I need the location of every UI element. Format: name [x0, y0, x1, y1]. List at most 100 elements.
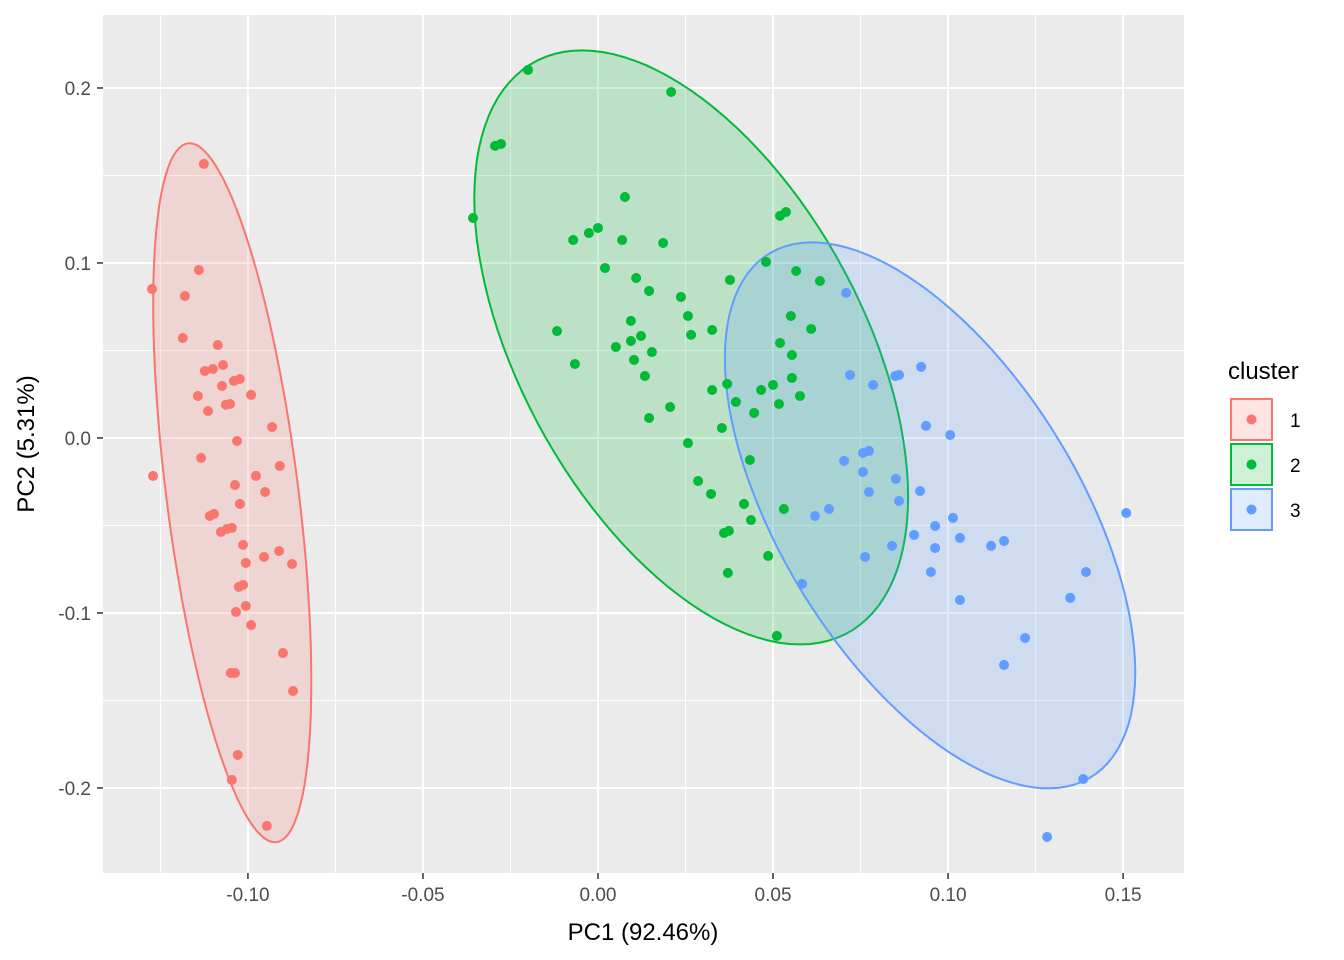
point-cluster-2 [806, 323, 817, 334]
point-cluster-3 [841, 287, 852, 298]
point-cluster-2 [749, 407, 760, 418]
point-cluster-2 [675, 291, 686, 302]
grid-lines [103, 15, 1184, 873]
point-cluster-1 [198, 158, 209, 169]
point-cluster-3 [857, 466, 868, 477]
point-cluster-3 [986, 540, 997, 551]
point-cluster-2 [786, 350, 797, 361]
point-cluster-3 [1121, 508, 1132, 519]
point-cluster-2 [724, 274, 735, 285]
point-cluster-2 [778, 504, 789, 515]
point-cluster-1 [287, 558, 298, 569]
point-cluster-1 [193, 264, 204, 275]
point-cluster-2 [786, 372, 797, 383]
x-tick-label: 0.15 [1105, 885, 1142, 906]
legend-label-3: 3 [1290, 501, 1301, 522]
legend-point-3 [1246, 504, 1257, 515]
legend-title: cluster [1228, 358, 1299, 385]
point-cluster-1 [226, 774, 237, 785]
point-cluster-3 [945, 429, 956, 440]
y-axis-ticks: -0.2 -0.1 0.0 0.1 0.2 [58, 79, 103, 800]
point-cluster-2 [773, 399, 784, 410]
x-tick-label: 0.05 [755, 885, 792, 906]
y-axis-title: PC2 (5.31%) [13, 375, 40, 512]
point-cluster-1 [288, 686, 299, 697]
point-cluster-1 [277, 648, 288, 659]
x-tick-label: -0.10 [226, 885, 269, 906]
point-cluster-2 [738, 498, 749, 509]
point-cluster-2 [552, 326, 563, 337]
point-cluster-3 [1020, 632, 1031, 643]
point-cluster-2 [646, 347, 657, 358]
point-cluster-1 [148, 470, 159, 481]
point-cluster-3 [1042, 831, 1053, 842]
point-cluster-2 [610, 341, 621, 352]
point-cluster-1 [260, 487, 271, 498]
point-cluster-2 [599, 263, 610, 274]
point-cluster-3 [1078, 774, 1089, 785]
point-cluster-2 [629, 354, 640, 365]
point-cluster-2 [768, 379, 779, 390]
y-tick-label: -0.2 [58, 779, 91, 800]
point-cluster-2 [722, 567, 733, 578]
point-cluster-2 [771, 630, 782, 641]
point-cluster-1 [250, 470, 261, 481]
point-cluster-1 [240, 557, 251, 568]
point-cluster-2 [756, 385, 767, 396]
point-cluster-1 [199, 365, 210, 376]
point-cluster-3 [887, 540, 898, 551]
point-cluster-1 [225, 667, 236, 678]
point-cluster-1 [238, 539, 249, 550]
point-cluster-3 [1065, 592, 1076, 603]
ellipse-cluster-1 [152, 142, 313, 844]
point-cluster-1 [231, 606, 242, 617]
cluster-ellipses [152, 49, 1137, 844]
point-cluster-1 [218, 359, 229, 370]
y-tick-label: 0.0 [65, 429, 91, 450]
point-cluster-2 [592, 222, 603, 233]
point-cluster-1 [274, 546, 285, 557]
x-axis-ticks: -0.10 -0.05 0.00 0.05 0.10 0.15 [226, 873, 1142, 906]
point-cluster-2 [625, 315, 636, 326]
point-cluster-3 [857, 448, 868, 459]
point-cluster-2 [569, 358, 580, 369]
point-cluster-2 [522, 64, 533, 75]
point-cluster-3 [1080, 567, 1091, 578]
point-cluster-2 [686, 329, 697, 340]
point-cluster-1 [267, 421, 278, 432]
point-cluster-2 [644, 285, 655, 296]
point-cluster-2 [775, 210, 786, 221]
point-cluster-1 [207, 364, 218, 375]
point-cluster-1 [229, 480, 240, 491]
point-cluster-3 [894, 369, 905, 380]
point-cluster-2 [763, 550, 774, 561]
legend-point-2 [1246, 459, 1257, 470]
point-cluster-3 [868, 379, 879, 390]
x-tick-label: 0.00 [579, 885, 616, 906]
point-cluster-2 [631, 273, 642, 284]
point-cluster-1 [234, 498, 245, 509]
data-points [147, 64, 1132, 842]
x-tick-label: 0.10 [930, 885, 967, 906]
point-cluster-1 [179, 291, 190, 302]
point-cluster-3 [925, 567, 936, 578]
point-cluster-1 [261, 820, 272, 831]
ellipse-cluster-2 [473, 49, 910, 646]
point-cluster-2 [707, 385, 718, 396]
point-cluster-2 [682, 310, 693, 321]
point-cluster-2 [722, 378, 733, 389]
point-cluster-2 [658, 238, 669, 249]
point-cluster-3 [915, 485, 926, 496]
point-cluster-1 [192, 390, 203, 401]
point-cluster-2 [785, 310, 796, 321]
point-cluster-2 [468, 212, 479, 223]
point-cluster-2 [666, 86, 677, 97]
point-cluster-3 [921, 420, 932, 431]
legend-label-1: 1 [1290, 411, 1301, 432]
y-tick-label: 0.1 [65, 254, 91, 275]
point-cluster-1 [220, 399, 231, 410]
point-cluster-3 [954, 532, 965, 543]
point-cluster-2 [745, 515, 756, 526]
point-cluster-2 [568, 235, 579, 246]
point-cluster-2 [744, 455, 755, 466]
